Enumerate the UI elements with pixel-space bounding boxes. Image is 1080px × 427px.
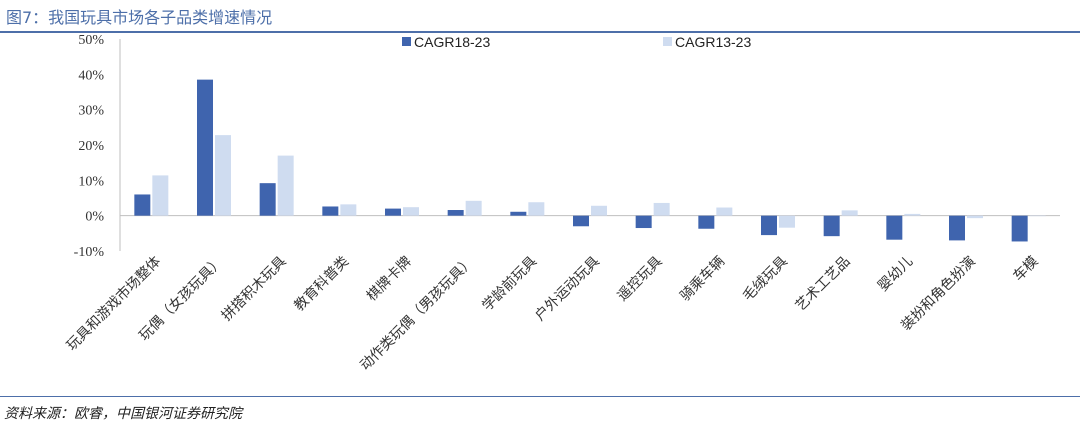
y-tick-label: 50% xyxy=(78,33,104,48)
y-tick-label: 30% xyxy=(78,104,104,119)
bar-cagr13-23 xyxy=(152,175,169,216)
bar-cagr13-23 xyxy=(716,207,733,216)
bar-cagr18-23 xyxy=(134,194,151,216)
bar-cagr13-23 xyxy=(779,215,795,228)
bar-cagr13-23 xyxy=(967,215,983,219)
category-label: 毛绒玩具 xyxy=(740,254,791,305)
legend-swatch xyxy=(402,37,411,46)
legend-label: CAGR18-23 xyxy=(414,34,490,50)
bar-cagr13-23 xyxy=(465,200,482,216)
figure-title: 图7：我国玩具市场各子品类增速情况 xyxy=(6,8,273,27)
source-note: 资料来源：欧睿，中国银河证券研究院 xyxy=(4,406,242,422)
legend-swatch xyxy=(663,37,672,46)
category-label: 婴幼儿 xyxy=(875,254,916,295)
bar-cagr18-23 xyxy=(259,183,276,216)
y-tick-label: 20% xyxy=(78,139,104,154)
bar-cagr13-23 xyxy=(653,202,670,216)
bar-cagr13-23 xyxy=(277,155,294,216)
category-label: 艺术工艺品 xyxy=(793,254,854,315)
y-tick-label: 10% xyxy=(78,174,104,189)
bar-cagr18-23 xyxy=(761,215,777,236)
bar-cagr13-23 xyxy=(215,135,231,216)
bar-cagr18-23 xyxy=(447,210,464,216)
bar-layer xyxy=(134,79,1046,242)
category-label: 棋牌卡牌 xyxy=(363,253,415,305)
bar-cagr13-23 xyxy=(528,202,545,216)
category-label: 车模 xyxy=(1010,253,1042,285)
bar-cagr13-23 xyxy=(591,205,607,216)
bar-cagr18-23 xyxy=(823,215,840,237)
category-label: 拼搭积木玩具 xyxy=(219,254,290,325)
bar-cagr18-23 xyxy=(322,206,339,216)
bar-cagr13-23 xyxy=(841,210,858,216)
bar-cagr13-23 xyxy=(1029,215,1046,217)
bar-cagr18-23 xyxy=(197,79,213,216)
bar-cagr18-23 xyxy=(385,208,401,216)
legend: CAGR18-23 CAGR13-23 xyxy=(402,34,751,50)
y-tick-label: 0% xyxy=(85,210,104,225)
category-label: 教育科普类 xyxy=(291,254,352,315)
category-label: 骑乘车辆 xyxy=(677,253,729,305)
category-label: 动作类玩偶（男孩玩具） xyxy=(357,254,477,374)
y-tick-label: -10% xyxy=(74,245,105,260)
bar-cagr13-23 xyxy=(403,207,419,216)
category-label: 遥控玩具 xyxy=(615,254,666,305)
bar-cagr18-23 xyxy=(886,215,903,240)
bar-chart: -10% 0% 10% 20% 30% 40% 50% 玩具和游戏市场整体玩偶（女孩玩具）拼… xyxy=(63,33,1060,374)
bar-cagr18-23 xyxy=(1011,215,1028,242)
top-divider xyxy=(0,31,1080,33)
category-label: 户外运动玩具 xyxy=(531,253,602,324)
bar-cagr13-23 xyxy=(340,204,357,216)
category-label: 学龄前玩具 xyxy=(479,253,541,315)
bar-cagr18-23 xyxy=(573,215,589,227)
legend-label: CAGR13-23 xyxy=(675,34,751,50)
bar-cagr13-23 xyxy=(904,213,921,216)
axis-layer: -10% 0% 10% 20% 30% 40% 50% xyxy=(74,33,1060,260)
bottom-divider xyxy=(0,396,1080,397)
bar-cagr18-23 xyxy=(698,215,715,229)
y-tick-label: 40% xyxy=(78,68,104,83)
bar-cagr18-23 xyxy=(510,211,527,216)
bar-cagr18-23 xyxy=(635,215,652,229)
bar-cagr18-23 xyxy=(949,215,965,241)
